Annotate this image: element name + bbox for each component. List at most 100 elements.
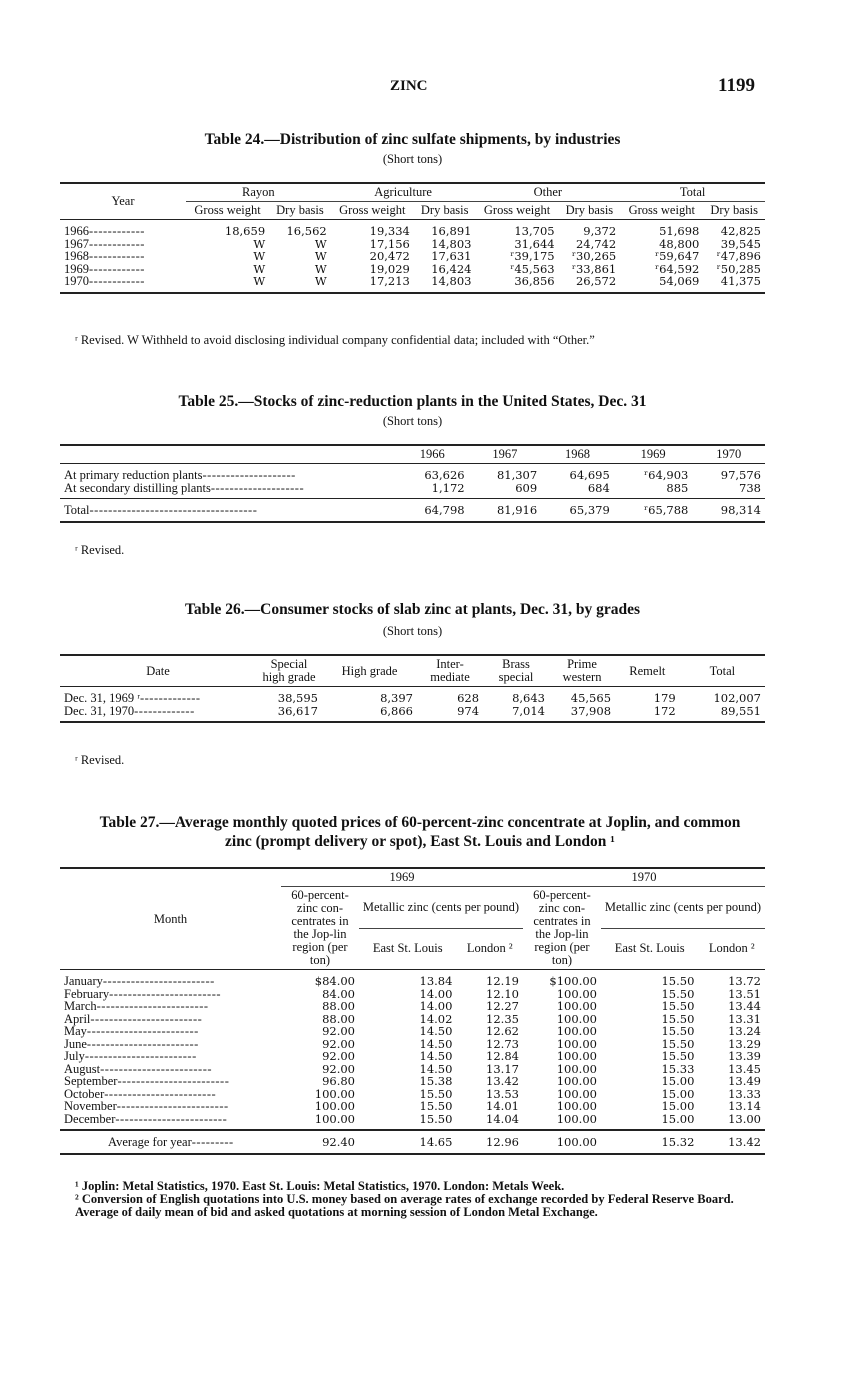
table-cell: 41,375 <box>720 274 761 288</box>
table-cell: 19,029 <box>369 261 410 276</box>
table-cell: 36,856 <box>514 274 555 288</box>
leader-dots: ------------ <box>89 261 145 276</box>
table-cell: 92.00 <box>322 1049 355 1063</box>
table-cell: 15.50 <box>661 1011 695 1026</box>
leader-dots: --------- <box>191 1135 234 1149</box>
table-cell: W <box>314 261 327 276</box>
group-1970: 1970 <box>522 868 765 887</box>
row-label: Average for year--------- <box>60 1130 281 1154</box>
table-cell: 15.50 <box>661 1024 695 1038</box>
table-cell: 84.00 <box>322 986 355 1001</box>
row-label: 1970------------ <box>60 275 186 293</box>
row-label: Dec. 31, 1970------------- <box>60 703 256 723</box>
col-date: Date <box>146 663 170 678</box>
table26: Date Special high grade High grade Inter… <box>60 654 765 723</box>
row-label: September------------------------ <box>60 1075 281 1088</box>
col-intermediate: Inter-mediate <box>430 657 470 684</box>
table-cell: 15.50 <box>661 1049 695 1063</box>
table-cell: 54,069 <box>659 274 700 288</box>
row-label: Dec. 31, 1969 ʳ------------- <box>60 687 256 705</box>
table-cell: 100.00 <box>556 986 597 1001</box>
table-cell: ʳ50,285 <box>716 261 761 276</box>
col-concentrate-1969: 60-percent-zinc con-centrates in the Jop… <box>281 886 359 970</box>
table-cell: 37,908 <box>570 703 612 718</box>
row-label: February------------------------ <box>60 986 281 1001</box>
page-number: 1199 <box>718 75 755 96</box>
table-row: Average for year--------- 92.40 14.65 12.96… <box>60 1130 765 1154</box>
table-cell: 14.50 <box>419 1036 453 1051</box>
row-label-text: December <box>64 1111 116 1126</box>
table-cell: W <box>314 236 327 251</box>
row-label-text: At secondary distilling plants <box>64 480 211 495</box>
leader-dots: ------------------------ <box>116 1099 229 1113</box>
table25-unit: (Short tons) <box>382 414 443 428</box>
table-cell: 14.50 <box>419 1061 453 1076</box>
table-cell: 15.50 <box>419 1099 453 1113</box>
table-cell: 15.00 <box>661 1111 695 1126</box>
table-cell: 45,565 <box>570 691 612 705</box>
table-cell: 36,617 <box>277 703 318 718</box>
table-cell: ʳ59,647 <box>655 249 700 263</box>
table-row: October------------------------ 100.00 15.… <box>60 1087 765 1101</box>
table-cell: 102,007 <box>713 691 761 705</box>
row-label-text: 1966 <box>64 224 89 238</box>
leader-dots: ------------------------ <box>102 974 215 988</box>
table27: Month 1969 1970 60-percent-zinc con-cent… <box>60 867 765 1155</box>
table-cell: 14.02 <box>419 1011 453 1026</box>
table-cell: 64,695 <box>569 468 610 482</box>
table-cell: 13.17 <box>486 1061 519 1076</box>
row-label-text: February <box>64 986 110 1001</box>
leader-dots: -------------------- <box>202 468 296 482</box>
table-cell: 13.42 <box>486 1074 519 1088</box>
table-cell: 13.00 <box>728 1111 761 1126</box>
col-london: London ² <box>466 941 513 956</box>
table-cell: 64,798 <box>424 503 465 517</box>
table-cell: 14.00 <box>419 999 453 1013</box>
table-cell: 738 <box>739 480 761 495</box>
col-east-st-louis: East St. Louis <box>614 941 685 956</box>
row-label-text: At primary reduction plants <box>64 468 203 482</box>
table-row: Dec. 31, 1969 ʳ------------- 38,595 8,397 6… <box>60 687 765 705</box>
row-label: Total-----------------------------------… <box>60 499 396 522</box>
table-cell: 628 <box>457 691 480 705</box>
leader-dots: ------------------------------------ <box>89 503 258 517</box>
row-label-text: Dec. 31, 1969 ʳ <box>64 691 140 705</box>
row-label-text: September <box>64 1074 118 1088</box>
leader-dots: ------------- <box>134 703 195 718</box>
table-cell: ʳ45,563 <box>510 261 555 276</box>
table-cell: 100.00 <box>556 1135 597 1149</box>
col-1969: 1969 <box>640 447 666 461</box>
table-cell: 1,172 <box>431 480 465 495</box>
table-cell: $100.00 <box>549 974 597 988</box>
table-row: March------------------------ 88.00 14.00 1… <box>60 1000 765 1013</box>
table-cell: 88.00 <box>322 1011 355 1026</box>
table-cell: 92.00 <box>322 1036 355 1051</box>
table-row: 1966------------ 18,659 16,562 19,334 16,891… <box>60 220 765 238</box>
leader-dots: ------------ <box>89 236 145 251</box>
table-cell: 12.73 <box>486 1036 519 1051</box>
table-cell: 100.00 <box>556 1024 597 1038</box>
table-cell: 20,472 <box>369 249 410 263</box>
row-label: October------------------------ <box>60 1087 281 1101</box>
table-cell: 100.00 <box>314 1099 355 1113</box>
table-cell: 15.50 <box>661 974 695 988</box>
col-1970: 1970 <box>716 447 742 461</box>
table-cell: 100.00 <box>556 1111 597 1126</box>
table-row: At secondary distilling plants----------… <box>60 480 765 499</box>
group-metallic-1969: Metallic zinc (cents per pound) <box>359 886 523 929</box>
table-row: April------------------------ 88.00 14.02 1… <box>60 1011 765 1026</box>
table-row: June------------------------ 92.00 14.50 12… <box>60 1036 765 1051</box>
row-label-text: June <box>64 1036 87 1051</box>
table-row: February------------------------ 84.00 14.… <box>60 986 765 1001</box>
table-cell: 885 <box>666 480 689 495</box>
table-cell: 14,803 <box>431 274 472 288</box>
table-cell: 609 <box>515 480 538 495</box>
col-year: Year <box>60 183 186 220</box>
leader-dots: ------------------------ <box>117 1074 230 1088</box>
row-label-text: March <box>64 999 97 1013</box>
row-label-text: 1968 <box>64 249 89 263</box>
table-cell: 15.00 <box>661 1099 695 1113</box>
table24: Year Rayon Agriculture Other Total Gross… <box>60 182 765 294</box>
table-cell: 14.65 <box>419 1135 453 1149</box>
row-label: April------------------------ <box>60 1012 281 1026</box>
